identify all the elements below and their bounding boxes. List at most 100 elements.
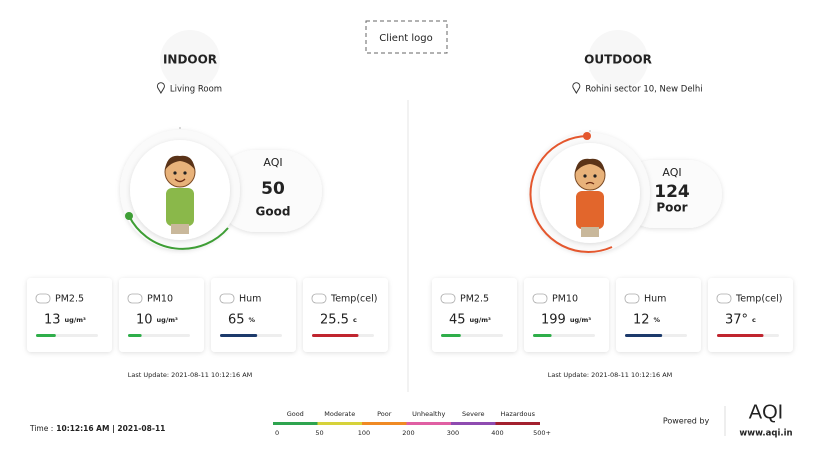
metric-unit: ug/m³ <box>570 316 591 324</box>
metric-unit: % <box>249 316 256 324</box>
metric-bar <box>128 334 142 337</box>
title-badge <box>588 30 648 90</box>
scale-segment <box>317 422 362 425</box>
pin-icon <box>156 82 165 94</box>
metric-value: 12 <box>633 313 650 328</box>
scale-segment <box>451 422 496 425</box>
metric-bar <box>533 334 552 337</box>
metric-icon <box>624 293 640 304</box>
aqi-status: Good <box>256 205 291 219</box>
metric-value: 10 <box>136 313 153 328</box>
scale-tick: 500+ <box>533 429 551 437</box>
metric-bar-bg <box>128 334 190 337</box>
metric-card <box>708 278 793 352</box>
metric-name: PM2.5 <box>55 294 84 305</box>
character-body <box>576 191 604 229</box>
scale-tick: 400 <box>491 429 503 437</box>
metric-bar <box>717 334 764 337</box>
metric-card <box>524 278 609 352</box>
scale-label: Poor <box>377 410 392 418</box>
scale-segment <box>495 422 540 425</box>
logo-box <box>365 20 448 54</box>
last-update: Last Update: 2021-08-11 10:12:16 AM <box>548 371 673 379</box>
metric-bar <box>220 334 258 337</box>
title-badge <box>160 30 220 90</box>
arc-track-tick <box>179 127 181 129</box>
metric-card <box>27 278 112 352</box>
metric-value: 65 <box>228 313 245 328</box>
metric-unit: ug/m³ <box>157 316 178 324</box>
metric-name: PM10 <box>147 294 173 305</box>
metric-card <box>616 278 701 352</box>
time-label: Time : <box>29 424 53 433</box>
pin-icon <box>572 82 581 94</box>
location: Living Room <box>170 85 222 95</box>
metric-unit: ug/m³ <box>65 316 86 324</box>
brand-logo: AQI <box>749 401 783 423</box>
scale-label: Moderate <box>324 410 355 418</box>
scale-segment <box>406 422 451 425</box>
metric-bar <box>312 334 359 337</box>
scale-label: Good <box>287 410 304 418</box>
brand-url: www.aqi.in <box>739 429 792 439</box>
metric-icon <box>127 293 143 304</box>
metric-unit: % <box>654 316 661 324</box>
scale-segment <box>273 422 318 425</box>
metric-icon <box>532 293 548 304</box>
mouth <box>585 181 595 185</box>
metric-value: 25.5 <box>320 313 349 328</box>
metric-bar <box>625 334 663 337</box>
metric-card <box>211 278 296 352</box>
metric-card <box>432 278 517 352</box>
scale-tick: 0 <box>275 429 279 437</box>
mouth <box>174 178 186 183</box>
metric-card <box>119 278 204 352</box>
last-update: Last Update: 2021-08-11 10:12:16 AM <box>128 371 253 379</box>
metric-icon <box>311 293 327 304</box>
scale-tick: 200 <box>402 429 414 437</box>
metric-unit: ug/m³ <box>470 316 491 324</box>
aqi-arc <box>128 215 229 250</box>
panel-title: OUTDOOR <box>584 53 652 67</box>
eye <box>583 174 587 178</box>
metric-value: 37° <box>725 313 748 328</box>
aqi-value: 50 <box>261 179 285 199</box>
metric-icon <box>219 293 235 304</box>
character-legs <box>171 224 189 234</box>
metric-icon <box>716 293 732 304</box>
character-legs <box>581 227 599 237</box>
metric-value: 45 <box>449 313 466 328</box>
scale-segment <box>362 422 407 425</box>
metric-name: Temp(cel) <box>735 294 782 305</box>
metric-bar <box>36 334 56 337</box>
metric-name: PM10 <box>552 294 578 305</box>
metric-name: PM2.5 <box>460 294 489 305</box>
eye <box>593 174 597 178</box>
character-body <box>166 188 194 226</box>
aqi-arc <box>529 135 613 253</box>
metric-value: 199 <box>541 313 566 328</box>
metric-bar <box>441 334 461 337</box>
scale-tick: 50 <box>315 429 323 437</box>
aqi-arc-dot <box>583 132 591 140</box>
aqi-pill <box>215 150 322 232</box>
scale-tick: 300 <box>447 429 459 437</box>
metric-name: Hum <box>644 294 666 305</box>
eye <box>173 171 177 175</box>
aqi-arc-dot <box>125 212 133 220</box>
metric-name: Hum <box>239 294 261 305</box>
location: Rohini sector 10, New Delhi <box>585 85 702 95</box>
time: 10:12:16 AM | 2021-08-11 <box>56 424 165 434</box>
aqi-value: 124 <box>654 182 690 202</box>
scale-tick: 100 <box>358 429 370 437</box>
aqi-label: AQI <box>662 166 681 179</box>
metric-icon <box>440 293 456 304</box>
character-hair <box>575 158 605 173</box>
aqi-label: AQI <box>263 156 282 169</box>
arc-track-tick <box>589 130 591 132</box>
metric-unit: c <box>752 316 756 324</box>
scale-label: Unhealthy <box>412 410 445 418</box>
aqi-status: Poor <box>656 201 687 215</box>
